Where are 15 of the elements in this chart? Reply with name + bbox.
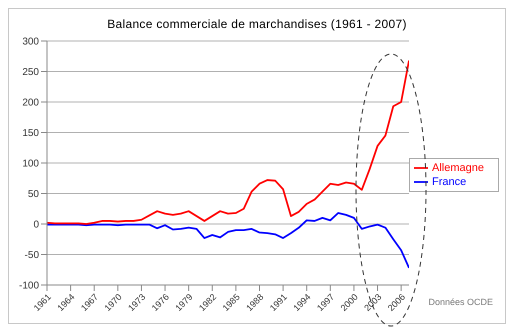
line-series	[47, 212, 410, 269]
y-tick-label: 150	[22, 128, 40, 140]
y-tick-label: 0	[33, 220, 40, 231]
y-tick-label: 100	[22, 158, 40, 170]
y-tick-label: 300	[22, 36, 40, 48]
y-tick-label: 200	[22, 98, 40, 109]
y-tick-label: -100	[18, 280, 40, 292]
legend-label: Allemagne	[432, 162, 484, 174]
legend-label: France	[432, 176, 466, 188]
y-tick-label: 50	[28, 189, 40, 200]
text: Données OCDE	[428, 297, 493, 307]
y-tick-label: -50	[24, 250, 40, 262]
y-tick-label: 250	[22, 67, 40, 78]
chart-title: Balance commerciale de marchandises (1961 - 2007)	[106, 17, 408, 31]
line-series	[47, 60, 410, 225]
